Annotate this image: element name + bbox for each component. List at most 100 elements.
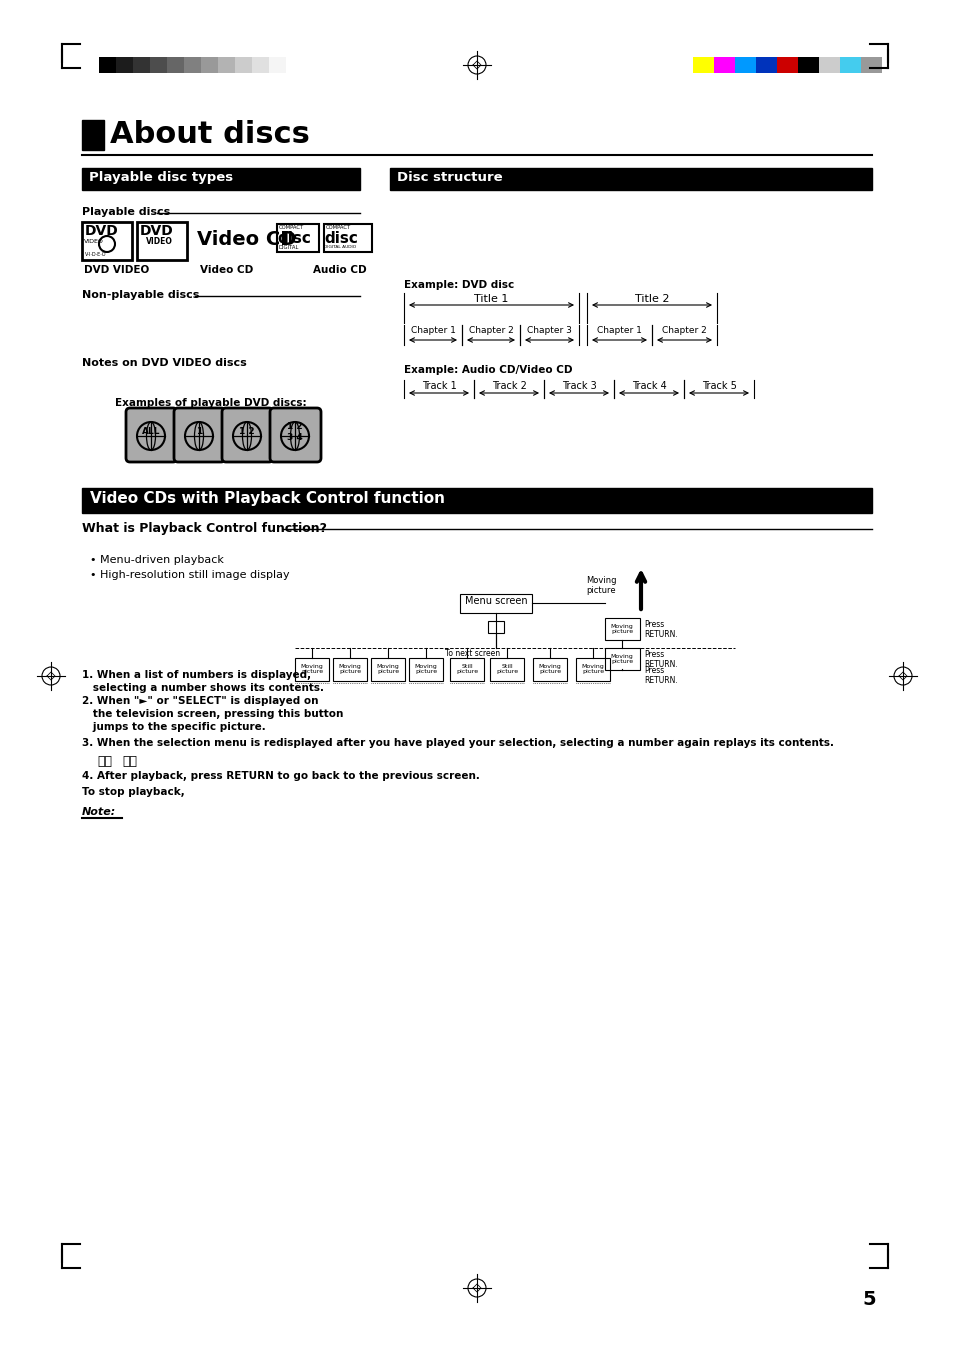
Text: Note:: Note: (82, 807, 116, 817)
Bar (861, 57, 882, 73)
Bar (390, 168, 871, 190)
Bar (459, 594, 532, 613)
Text: ALL: ALL (142, 427, 160, 436)
Bar (132, 57, 150, 73)
Text: Press
RETURN.: Press RETURN. (643, 650, 677, 669)
Text: COMPACT: COMPACT (326, 226, 351, 230)
Text: To next screen: To next screen (444, 648, 499, 658)
Bar (167, 57, 184, 73)
Bar (713, 57, 734, 73)
Bar (184, 57, 201, 73)
Text: What is Playback Control function?: What is Playback Control function? (82, 521, 327, 535)
Bar (218, 57, 234, 73)
Text: Track 5: Track 5 (700, 381, 736, 390)
Bar (604, 648, 639, 670)
Text: selecting a number shows its contents.: selecting a number shows its contents. (82, 684, 324, 693)
Text: Notes on DVD VIDEO discs: Notes on DVD VIDEO discs (82, 358, 247, 367)
Text: Examples of playable DVD discs:: Examples of playable DVD discs: (115, 399, 306, 408)
Bar (252, 57, 269, 73)
FancyBboxPatch shape (173, 408, 225, 462)
Text: Disc structure: Disc structure (396, 172, 502, 184)
Text: ⏭⏭: ⏭⏭ (97, 755, 112, 767)
Text: Non-playable discs: Non-playable discs (82, 290, 199, 300)
Text: Moving
picture: Moving picture (610, 624, 633, 635)
Text: V·I·D·E·O: V·I·D·E·O (85, 253, 107, 257)
Text: 5: 5 (862, 1290, 875, 1309)
FancyBboxPatch shape (222, 408, 273, 462)
Text: About discs: About discs (110, 120, 310, 149)
Text: 2. When "►" or "SELECT" is displayed on: 2. When "►" or "SELECT" is displayed on (82, 696, 318, 707)
Text: VIDEO: VIDEO (146, 236, 172, 246)
Bar (116, 57, 132, 73)
Text: Example: DVD disc: Example: DVD disc (403, 280, 514, 290)
Text: Moving
picture: Moving picture (581, 663, 604, 674)
Text: Title 2: Title 2 (634, 295, 669, 304)
Text: Track 3: Track 3 (561, 381, 596, 390)
Text: 4. After playback, press RETURN to go back to the previous screen.: 4. After playback, press RETURN to go ba… (82, 771, 479, 781)
Text: 1 2: 1 2 (239, 427, 254, 436)
Text: ⏮⏮: ⏮⏮ (122, 755, 137, 767)
Text: Moving
picture: Moving picture (376, 663, 399, 674)
Text: disc: disc (324, 231, 357, 246)
Bar (82, 222, 132, 259)
Text: Chapter 1: Chapter 1 (596, 326, 640, 335)
Text: disc: disc (276, 231, 311, 246)
Bar (99, 57, 116, 73)
Text: Track 4: Track 4 (631, 381, 666, 390)
Bar (371, 658, 405, 681)
Bar (818, 57, 840, 73)
Text: Chapter 1: Chapter 1 (410, 326, 455, 335)
Text: Video CDs with Playback Control function: Video CDs with Playback Control function (90, 490, 444, 507)
Bar (294, 658, 329, 681)
Text: Menu screen: Menu screen (464, 596, 527, 607)
Text: DVD VIDEO: DVD VIDEO (84, 265, 149, 276)
Text: Chapter 2: Chapter 2 (661, 326, 705, 335)
Bar (490, 658, 523, 681)
Text: Moving
picture: Moving picture (300, 663, 323, 674)
Text: VIDEO: VIDEO (84, 239, 104, 245)
Text: Example: Audio CD/Video CD: Example: Audio CD/Video CD (403, 365, 572, 376)
Bar (150, 57, 167, 73)
Text: • Menu-driven playback: • Menu-driven playback (90, 555, 224, 565)
Bar (488, 621, 503, 634)
Text: DIGITAL AUDIO: DIGITAL AUDIO (324, 245, 355, 249)
Bar (324, 224, 372, 253)
Text: Playable discs: Playable discs (82, 207, 170, 218)
Bar (692, 57, 713, 73)
Text: Still
picture: Still picture (496, 663, 517, 674)
Bar (276, 224, 318, 253)
Bar (797, 57, 818, 73)
Bar (604, 617, 639, 640)
Text: 1. When a list of numbers is displayed,: 1. When a list of numbers is displayed, (82, 670, 311, 680)
Bar (82, 120, 104, 150)
Text: Press
RETURN.: Press RETURN. (643, 620, 677, 639)
Text: DVD: DVD (140, 224, 173, 238)
Text: the television screen, pressing this button: the television screen, pressing this but… (82, 709, 343, 719)
Text: Moving
picture: Moving picture (538, 663, 560, 674)
Bar (450, 658, 483, 681)
Bar (755, 57, 776, 73)
FancyBboxPatch shape (270, 408, 320, 462)
FancyBboxPatch shape (126, 408, 177, 462)
Bar (409, 658, 442, 681)
Text: Press
RETURN.: Press RETURN. (643, 666, 677, 685)
Text: 1 2
3 4: 1 2 3 4 (287, 423, 302, 442)
Text: Moving
picture: Moving picture (338, 663, 361, 674)
Text: Audio CD: Audio CD (313, 265, 366, 276)
Text: DIGITAL: DIGITAL (278, 245, 299, 250)
Bar (137, 222, 187, 259)
Text: To stop playback,: To stop playback, (82, 788, 185, 797)
Text: Track 1: Track 1 (421, 381, 456, 390)
Bar (201, 57, 218, 73)
Bar (269, 57, 286, 73)
Text: Still
picture: Still picture (456, 663, 477, 674)
Text: Moving
picture: Moving picture (415, 663, 436, 674)
Bar (776, 57, 797, 73)
Text: Title 1: Title 1 (474, 295, 508, 304)
Text: Moving
picture: Moving picture (585, 576, 616, 596)
Text: • High-resolution still image display: • High-resolution still image display (90, 570, 290, 580)
Bar (82, 488, 871, 513)
Bar (82, 168, 359, 190)
Text: Video CD: Video CD (196, 230, 296, 249)
Text: Playable disc types: Playable disc types (89, 172, 233, 184)
